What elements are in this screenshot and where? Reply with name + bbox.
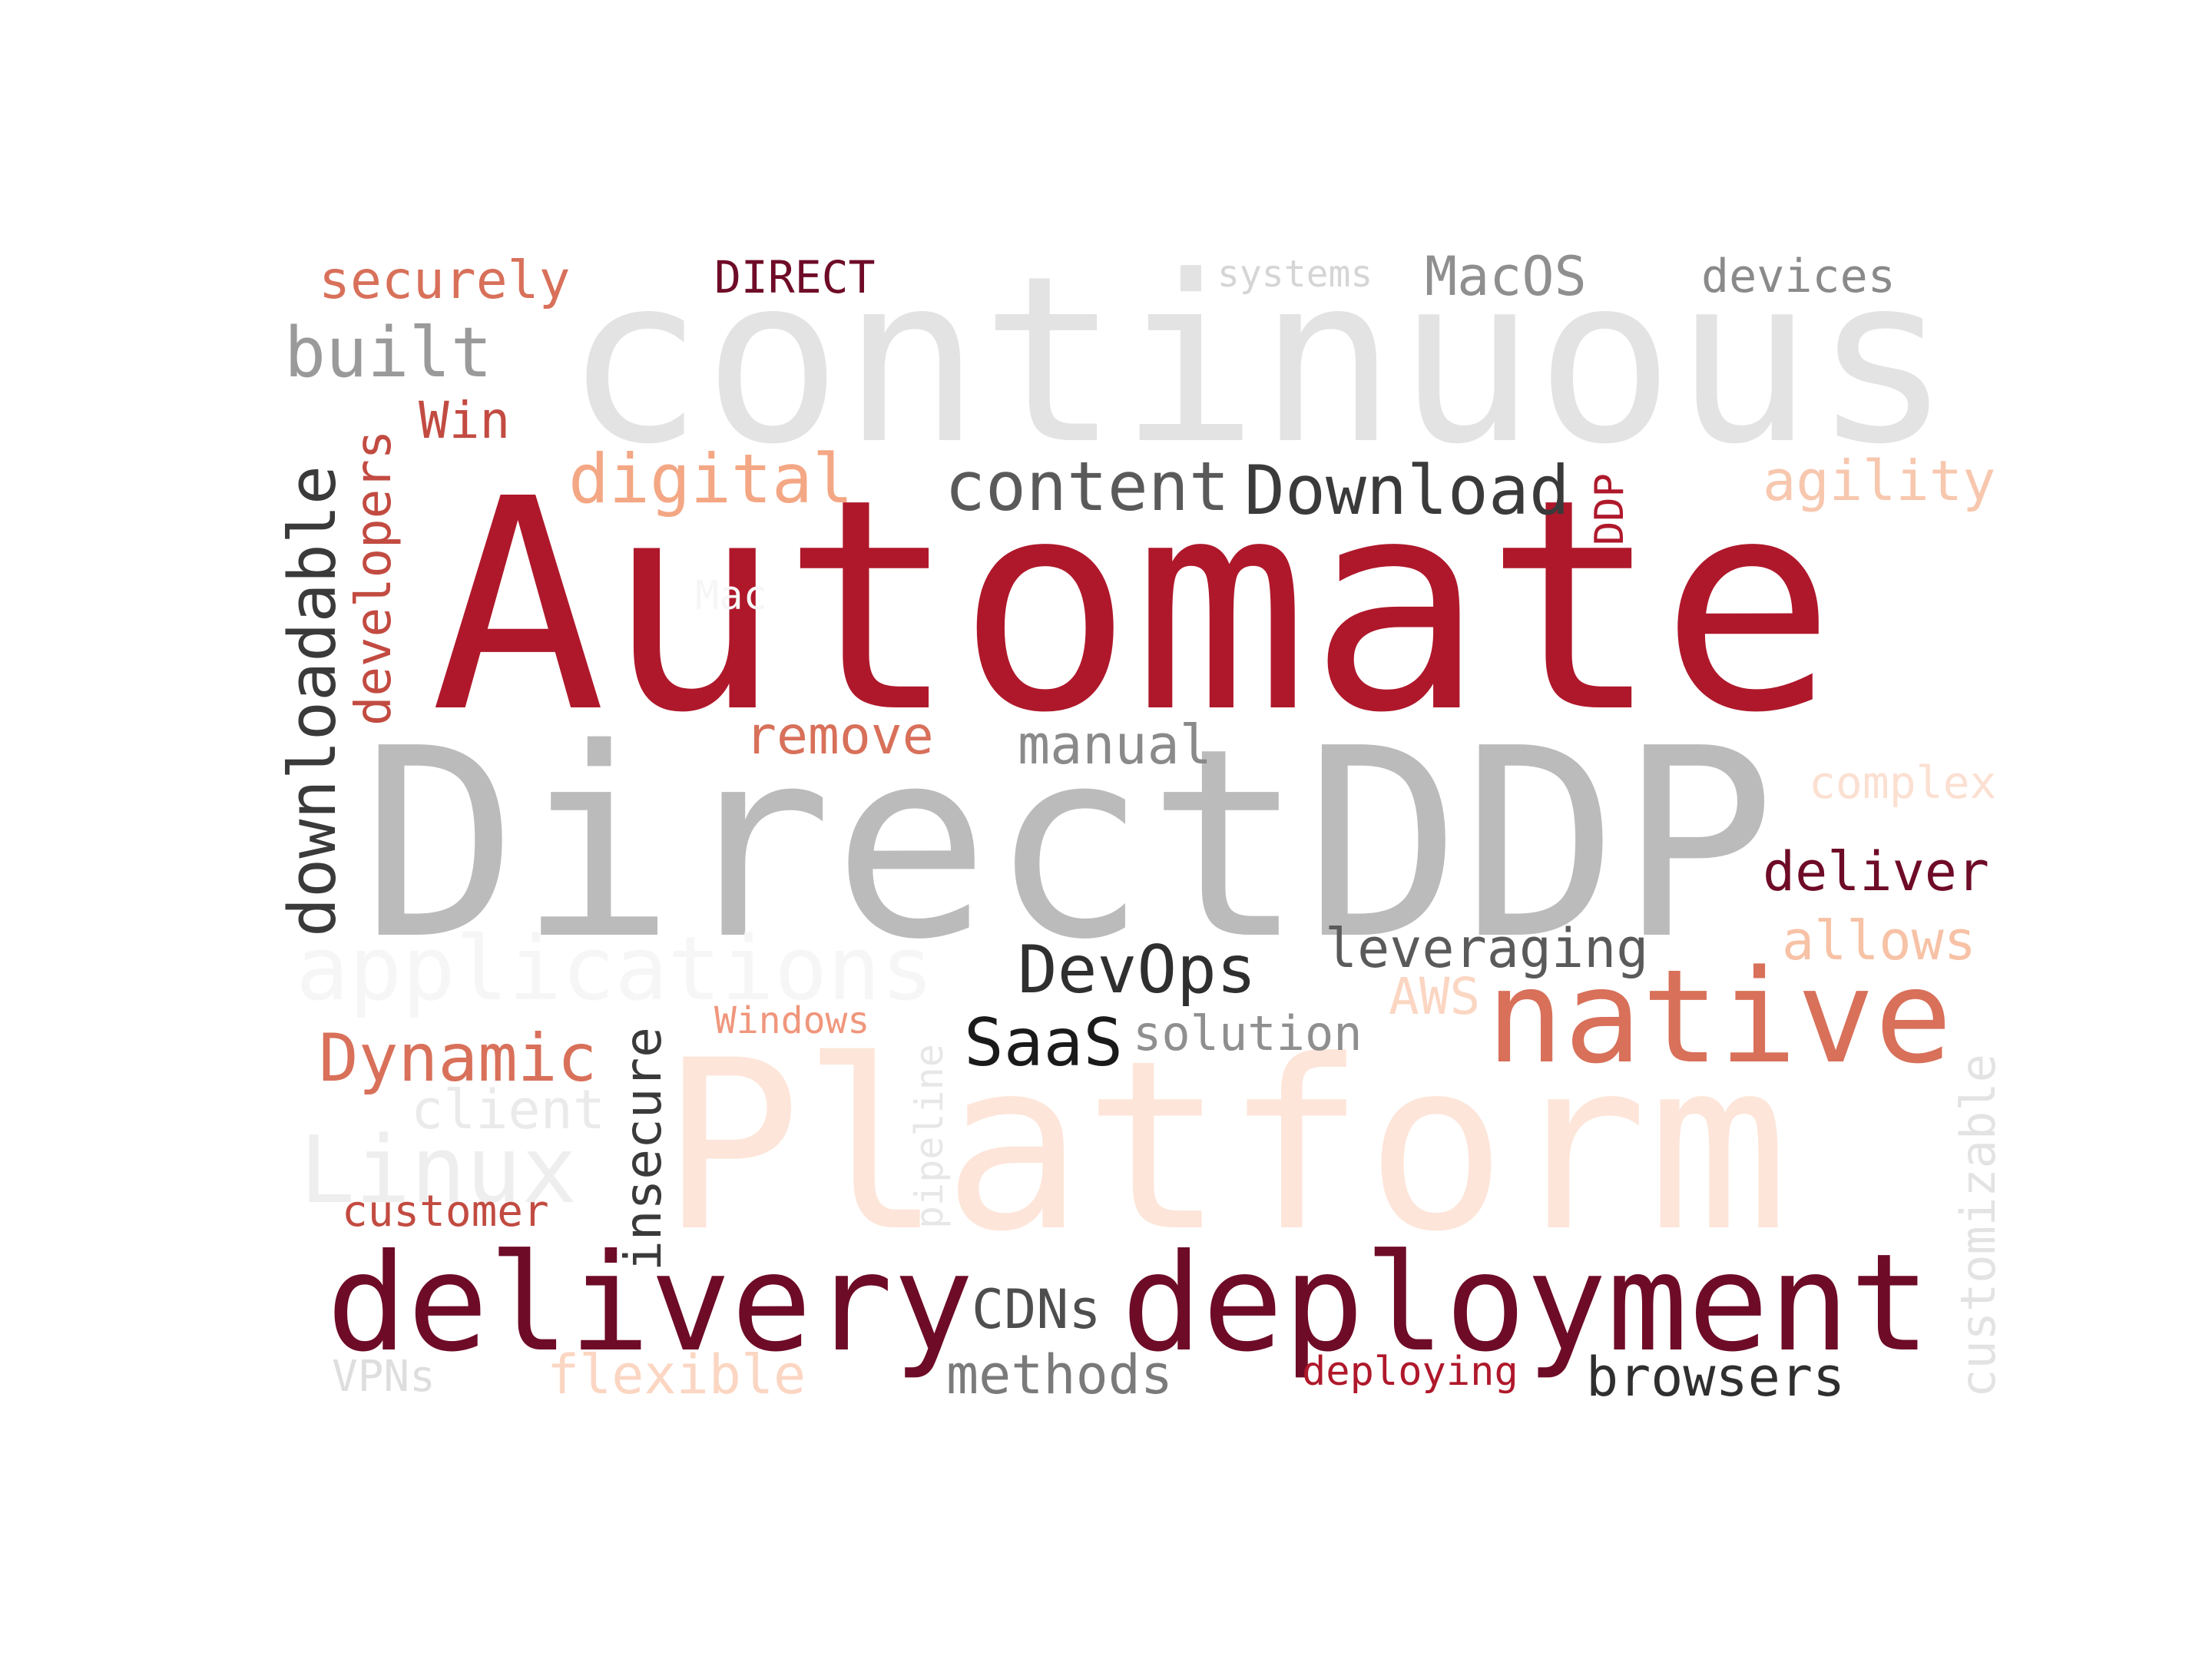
word-macos: MacOS [1425, 245, 1587, 308]
word-continuous: continuous [565, 227, 1952, 495]
word-deployment: deployment [1121, 1226, 1931, 1382]
word-win: Win [419, 391, 511, 450]
word-allows: allows [1782, 909, 1976, 972]
word-devops: DevOps [1018, 932, 1257, 1008]
word-saas: SaaS [964, 1005, 1124, 1081]
word-agility: agility [1763, 449, 1996, 513]
word-vpns: VPNs [332, 1352, 435, 1402]
word-client: client [411, 1078, 605, 1141]
word-windows: Windows [714, 999, 870, 1042]
word-applications: applications [296, 918, 934, 1021]
word-systems: systems [1217, 253, 1373, 296]
word-complex: complex [1809, 757, 1997, 809]
word-delivery: delivery [326, 1226, 974, 1382]
word-manual: manual [1018, 714, 1212, 777]
word-digital: digital [568, 439, 853, 518]
word-automate: Automate [430, 436, 1836, 777]
word-dynamic: Dynamic [319, 1020, 598, 1097]
word-aws: AWS [1389, 967, 1481, 1026]
word-flexible: flexible [547, 1343, 806, 1406]
word-developers: developers [346, 429, 402, 726]
word-native: native [1486, 942, 1952, 1092]
word-directddp: DirectDDP [361, 693, 1777, 997]
word-ddp: DDP [1587, 473, 1633, 545]
word-download: Download [1244, 451, 1570, 530]
word-deliver: deliver [1763, 840, 1990, 903]
word-built: built [284, 313, 492, 393]
word-downloadable: downloadable [275, 465, 351, 937]
word-direct: DIRECT [714, 251, 876, 303]
word-customizable: customizable [1950, 1054, 2006, 1398]
word-remove: remove [745, 706, 934, 767]
word-solution: solution [1133, 1005, 1363, 1061]
word-pipeline: pipeline [907, 1044, 952, 1229]
word-browsers: browsers [1586, 1346, 1846, 1409]
word-content: content [945, 447, 1230, 526]
word-methods: methods [946, 1343, 1174, 1406]
word-deploying: deploying [1302, 1349, 1518, 1395]
word-linux: Linux [300, 1118, 578, 1224]
word-mac: Mac [695, 573, 767, 619]
word-platform: Platform [661, 1010, 1790, 1283]
word-securely: securely [319, 250, 571, 311]
word-devices: devices [1701, 250, 1896, 303]
word-cdns: CDNs [972, 1278, 1101, 1341]
word-insecure: insecure [614, 1027, 673, 1271]
word-leveraging: leveraging [1325, 917, 1649, 980]
word-customer: customer [342, 1187, 549, 1237]
